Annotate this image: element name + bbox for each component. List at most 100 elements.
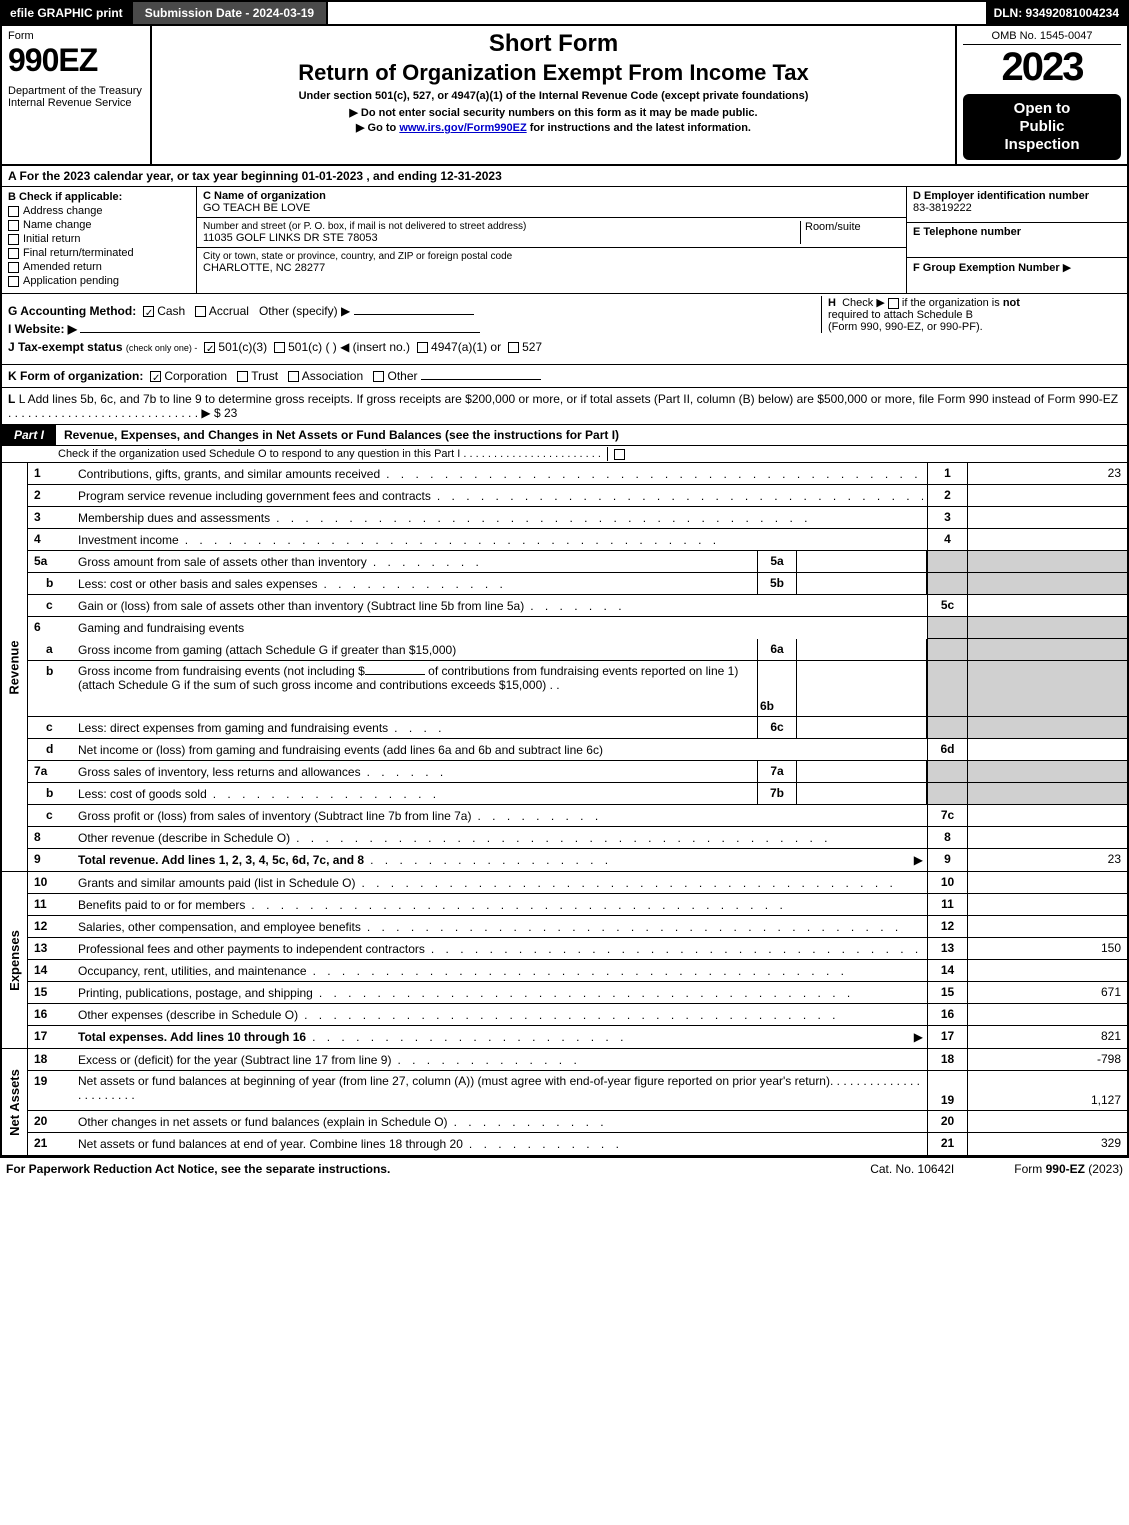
part-1-badge: Part I	[2, 425, 56, 445]
net-assets-section: Net Assets 18 Excess or (deficit) for th…	[0, 1049, 1129, 1157]
row-19-amount: 1,127	[967, 1071, 1127, 1110]
row-18-amount: -798	[967, 1049, 1127, 1070]
chk-name-change[interactable]: Name change	[8, 219, 190, 231]
row-8: 8 Other revenue (describe in Schedule O)…	[28, 827, 1127, 849]
col-def: D Employer identification number 83-3819…	[907, 187, 1127, 293]
k-other-checkbox[interactable]	[373, 371, 384, 382]
j-501c3-checkbox[interactable]	[204, 342, 215, 353]
irs-link[interactable]: www.irs.gov/Form990EZ	[399, 122, 526, 134]
top-bar: efile GRAPHIC print Submission Date - 20…	[0, 0, 1129, 26]
j-4947-checkbox[interactable]	[417, 342, 428, 353]
open-l3: Inspection	[967, 136, 1117, 154]
j-tax-exempt-status: J Tax-exempt status (check only one) - 5…	[8, 340, 1121, 354]
part-1-title: Revenue, Expenses, and Changes in Net As…	[64, 425, 1127, 445]
g-cash-checkbox[interactable]	[143, 306, 154, 317]
row-12: 12 Salaries, other compensation, and emp…	[28, 916, 1127, 938]
main-title: Return of Organization Exempt From Incom…	[160, 60, 947, 86]
j-527-checkbox[interactable]	[508, 342, 519, 353]
form-word: Form	[8, 30, 144, 42]
chk-final-return[interactable]: Final return/terminated	[8, 247, 190, 259]
row-11: 11 Benefits paid to or for members. . . …	[28, 894, 1127, 916]
line-l-value: $ 23	[214, 406, 237, 420]
row-1: 1 Contributions, gifts, grants, and simi…	[28, 463, 1127, 485]
row-6: 6 Gaming and fundraising events	[28, 617, 1127, 639]
open-l2: Public	[967, 118, 1117, 136]
e-telephone: E Telephone number	[907, 223, 1127, 259]
chk-application-pending[interactable]: Application pending	[8, 275, 190, 287]
room-suite-label: Room/suite	[800, 221, 900, 244]
row-21-amount: 329	[967, 1133, 1127, 1155]
part-1-checkbox[interactable]	[614, 449, 625, 460]
street-label: Number and street (or P. O. box, if mail…	[203, 221, 800, 232]
block-bcdef: B Check if applicable: Address change Na…	[0, 187, 1129, 294]
line-k-form-of-org: K Form of organization: Corporation Trus…	[0, 365, 1129, 388]
city-label: City or town, state or province, country…	[203, 251, 900, 262]
col-b-checkboxes: B Check if applicable: Address change Na…	[2, 187, 197, 293]
submission-date: Submission Date - 2024-03-19	[131, 2, 328, 24]
row-17-amount: 821	[967, 1026, 1127, 1048]
dln-label: DLN: 93492081004234	[986, 2, 1127, 24]
page-footer: For Paperwork Reduction Act Notice, see …	[0, 1157, 1129, 1180]
row-9: 9 Total revenue. Add lines 1, 2, 3, 4, 5…	[28, 849, 1127, 871]
row-5c: c Gain or (loss) from sale of assets oth…	[28, 595, 1127, 617]
open-l1: Open to	[967, 100, 1117, 118]
row-7a: 7a Gross sales of inventory, less return…	[28, 761, 1127, 783]
k-corp-checkbox[interactable]	[150, 371, 161, 382]
netassets-side-label: Net Assets	[2, 1049, 28, 1155]
h-schedule-b-note: H Check ▶ if the organization is not req…	[821, 296, 1121, 333]
row-14: 14 Occupancy, rent, utilities, and maint…	[28, 960, 1127, 982]
row-13: 13 Professional fees and other payments …	[28, 938, 1127, 960]
row-1-amount: 23	[967, 463, 1127, 484]
line-l-gross-receipts: L L Add lines 5b, 6c, and 7b to line 9 t…	[0, 388, 1129, 425]
k-assoc-checkbox[interactable]	[288, 371, 299, 382]
revenue-section: Revenue 1 Contributions, gifts, grants, …	[0, 463, 1129, 872]
block-ghij: H Check ▶ if the organization is not req…	[0, 294, 1129, 365]
street-value: 11035 GOLF LINKS DR STE 78053	[203, 232, 800, 244]
dept-treasury: Department of the Treasury	[8, 85, 144, 97]
row-4: 4 Investment income. . . . . . . . . . .…	[28, 529, 1127, 551]
row-6d: d Net income or (loss) from gaming and f…	[28, 739, 1127, 761]
col-c-name-addr: C Name of organization GO TEACH BE LOVE …	[197, 187, 907, 293]
chk-initial-return[interactable]: Initial return	[8, 233, 190, 245]
k-trust-checkbox[interactable]	[237, 371, 248, 382]
part-1-header: Part I Revenue, Expenses, and Changes in…	[0, 425, 1129, 446]
omb-number: OMB No. 1545-0047	[963, 30, 1121, 45]
row-17: 17 Total expenses. Add lines 10 through …	[28, 1026, 1127, 1048]
row-13-amount: 150	[967, 938, 1127, 959]
expenses-section: Expenses 10 Grants and similar amounts p…	[0, 872, 1129, 1049]
chk-amended-return[interactable]: Amended return	[8, 261, 190, 273]
line-a-tax-year: A For the 2023 calendar year, or tax yea…	[0, 166, 1129, 187]
row-5b: b Less: cost or other basis and sales ex…	[28, 573, 1127, 595]
f-group-exemption: F Group Exemption Number ▶	[907, 258, 1127, 293]
row-3: 3 Membership dues and assessments. . . .…	[28, 507, 1127, 529]
d-ein: D Employer identification number 83-3819…	[907, 187, 1127, 223]
open-to-public-box: Open to Public Inspection	[963, 94, 1121, 160]
header-center-col: Short Form Return of Organization Exempt…	[152, 26, 957, 164]
row-10: 10 Grants and similar amounts paid (list…	[28, 872, 1127, 894]
row-6c: c Less: direct expenses from gaming and …	[28, 717, 1127, 739]
city-value: CHARLOTTE, NC 28277	[203, 262, 900, 274]
part-1-check-row: Check if the organization used Schedule …	[0, 446, 1129, 463]
efile-print-label[interactable]: efile GRAPHIC print	[2, 2, 131, 24]
row-6b: b Gross income from fundraising events (…	[28, 661, 1127, 717]
row-5a: 5a Gross amount from sale of assets othe…	[28, 551, 1127, 573]
row-7b: b Less: cost of goods sold. . . . . . . …	[28, 783, 1127, 805]
row-9-amount: 23	[967, 849, 1127, 871]
chk-address-change[interactable]: Address change	[8, 205, 190, 217]
row-15-amount: 671	[967, 982, 1127, 1003]
h-checkbox[interactable]	[888, 298, 899, 309]
instr-goto-post: for instructions and the latest informat…	[527, 122, 751, 134]
header-left-col: Form 990EZ Department of the Treasury In…	[2, 26, 152, 164]
row-19: 19 Net assets or fund balances at beginn…	[28, 1071, 1127, 1111]
g-accrual-checkbox[interactable]	[195, 306, 206, 317]
org-name: GO TEACH BE LOVE	[203, 202, 900, 214]
form-header: Form 990EZ Department of the Treasury In…	[0, 26, 1129, 166]
instr-goto-pre: ▶ Go to	[356, 122, 399, 134]
row-20: 20 Other changes in net assets or fund b…	[28, 1111, 1127, 1133]
footer-catno: Cat. No. 10642I	[870, 1162, 954, 1176]
row-6a: a Gross income from gaming (attach Sched…	[28, 639, 1127, 661]
row-18: 18 Excess or (deficit) for the year (Sub…	[28, 1049, 1127, 1071]
short-form-title: Short Form	[160, 30, 947, 58]
row-2: 2 Program service revenue including gove…	[28, 485, 1127, 507]
j-501c-checkbox[interactable]	[274, 342, 285, 353]
